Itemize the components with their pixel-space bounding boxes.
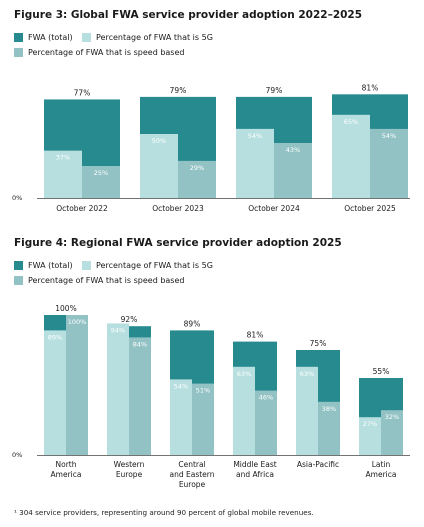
legend-item-5g: Percentage of FWA that is 5G bbox=[82, 261, 213, 270]
legend-item-fwa-total: FWA (total) bbox=[14, 33, 73, 42]
figure-3-chart: 0% 77% 37% 25% October 2022 79% 50% 29% October … bbox=[12, 83, 410, 213]
label-fwa-total: 81% bbox=[247, 331, 264, 340]
bar-5g bbox=[170, 379, 192, 455]
label-5g: 54% bbox=[248, 132, 262, 140]
bar-5g bbox=[44, 330, 66, 455]
label-fwa-total: 81% bbox=[362, 83, 379, 92]
x-tick-label: October 2022 bbox=[56, 204, 108, 213]
label-speed: 84% bbox=[133, 340, 147, 348]
x-tick-label: Europe bbox=[116, 470, 143, 479]
figure-4-title: Figure 4: Regional FWA service provider … bbox=[14, 237, 342, 249]
label-5g: 27% bbox=[363, 420, 377, 428]
label-fwa-total: 79% bbox=[266, 86, 283, 95]
label-fwa-total: 92% bbox=[121, 315, 138, 324]
x-tick-label: North bbox=[56, 460, 77, 469]
bar-speed-based bbox=[66, 315, 88, 455]
bar-speed-based bbox=[192, 383, 214, 455]
figure-3-legend: FWA (total) Percentage of FWA that is 5G… bbox=[14, 33, 414, 73]
bar-speed-based bbox=[178, 160, 216, 198]
x-tick-label: Western bbox=[114, 460, 145, 469]
legend-item-fwa-total: FWA (total) bbox=[14, 261, 73, 270]
x-tick-label: America bbox=[51, 470, 82, 479]
label-speed: 43% bbox=[286, 146, 300, 154]
x-tick-label: Middle East bbox=[233, 460, 276, 469]
bar-speed-based bbox=[129, 337, 151, 455]
x-tick-label: America bbox=[366, 470, 397, 479]
legend-swatch-speed bbox=[14, 48, 23, 57]
label-fwa-total: 55% bbox=[373, 367, 390, 376]
label-5g: 65% bbox=[344, 118, 358, 126]
legend-item-speed: Percentage of FWA that is speed based bbox=[14, 276, 184, 285]
x-tick-label: October 2023 bbox=[152, 204, 204, 213]
x-tick-label: Europe bbox=[179, 480, 206, 489]
legend-swatch-fwa-total bbox=[14, 261, 23, 270]
bar-5g bbox=[44, 150, 82, 198]
label-fwa-total: 77% bbox=[74, 88, 91, 97]
legend-item-speed: Percentage of FWA that is speed based bbox=[14, 48, 184, 57]
bar-speed-based bbox=[370, 128, 408, 198]
label-speed: 51% bbox=[196, 387, 210, 395]
x-tick-label: Latin bbox=[372, 460, 391, 469]
bar-5g bbox=[236, 128, 274, 198]
bar-speed-based bbox=[274, 142, 312, 198]
bar-speed-based bbox=[318, 401, 340, 455]
bar-speed-based bbox=[255, 390, 277, 455]
label-5g: 63% bbox=[237, 370, 251, 378]
legend-swatch-speed bbox=[14, 276, 23, 285]
y-tick-label: 0% bbox=[12, 451, 22, 459]
x-tick-label: Asia-Pacific bbox=[297, 460, 339, 469]
label-fwa-total: 89% bbox=[184, 319, 201, 328]
label-5g: 54% bbox=[174, 382, 188, 390]
label-fwa-total: 79% bbox=[170, 86, 187, 95]
label-speed: 100% bbox=[68, 318, 87, 326]
label-5g: 37% bbox=[56, 154, 70, 162]
legend-swatch-5g bbox=[82, 261, 91, 270]
legend-label-fwa-total: FWA (total) bbox=[28, 261, 73, 270]
bar-5g bbox=[233, 366, 255, 455]
legend-swatch-fwa-total bbox=[14, 33, 23, 42]
label-5g: 50% bbox=[152, 137, 166, 145]
footnote: ¹ 304 service providers, representing ar… bbox=[14, 508, 314, 517]
bar-5g bbox=[296, 366, 318, 455]
bar-5g bbox=[107, 323, 129, 455]
x-tick-label: and Africa bbox=[236, 470, 274, 479]
legend-label-fwa-total: FWA (total) bbox=[28, 33, 73, 42]
label-5g: 94% bbox=[111, 326, 125, 334]
x-tick-label: Central bbox=[178, 460, 205, 469]
bar-5g bbox=[332, 114, 370, 198]
bar-speed-based bbox=[82, 166, 120, 198]
bar-5g bbox=[359, 417, 381, 455]
legend-label-speed: Percentage of FWA that is speed based bbox=[28, 48, 185, 57]
legend-item-5g: Percentage of FWA that is 5G bbox=[82, 33, 213, 42]
label-speed: 29% bbox=[190, 164, 204, 172]
y-tick-label: 0% bbox=[12, 194, 22, 202]
label-speed: 46% bbox=[259, 394, 273, 402]
legend-label-speed: Percentage of FWA that is speed based bbox=[28, 276, 185, 285]
bar-5g bbox=[140, 134, 178, 198]
x-tick-label: October 2024 bbox=[248, 204, 300, 213]
label-speed: 54% bbox=[382, 132, 396, 140]
figure-3-title: Figure 3: Global FWA service provider ad… bbox=[14, 9, 363, 21]
x-tick-label: October 2025 bbox=[344, 204, 396, 213]
label-5g: 89% bbox=[48, 333, 62, 341]
label-speed: 38% bbox=[322, 405, 336, 413]
label-fwa-total: 100% bbox=[55, 304, 76, 313]
figure-4-legend: FWA (total) Percentage of FWA that is 5G… bbox=[14, 261, 414, 301]
legend-label-5g: Percentage of FWA that is 5G bbox=[96, 33, 213, 42]
bar-speed-based bbox=[381, 410, 403, 455]
label-speed: 32% bbox=[385, 413, 399, 421]
figure-4-chart: 0%100%89%100%NorthAmerica92%94%84%Wester… bbox=[12, 304, 410, 489]
x-tick-label: and Eastern bbox=[170, 470, 215, 479]
label-speed: 25% bbox=[94, 169, 108, 177]
legend-swatch-5g bbox=[82, 33, 91, 42]
label-5g: 63% bbox=[300, 370, 314, 378]
legend-label-5g: Percentage of FWA that is 5G bbox=[96, 261, 213, 270]
label-fwa-total: 75% bbox=[310, 339, 327, 348]
